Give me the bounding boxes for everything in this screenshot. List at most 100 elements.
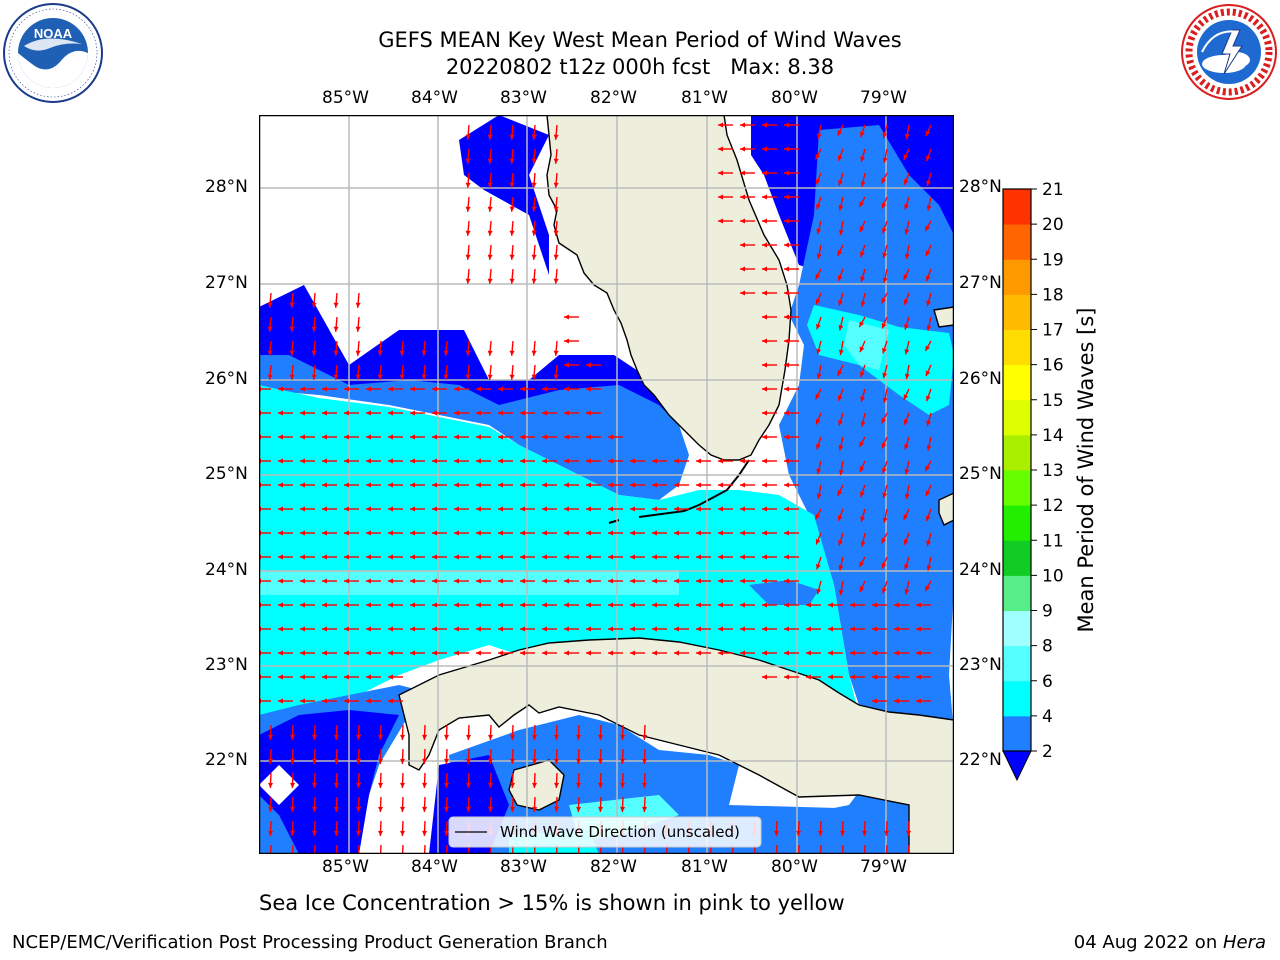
wave-arrow-head	[465, 206, 471, 212]
wave-arrow-head	[925, 585, 931, 592]
wave-arrow-head	[388, 434, 393, 440]
wave-arrow-head	[487, 206, 493, 212]
wave-arrow-head	[454, 458, 459, 464]
wave-arrow-head	[334, 830, 340, 836]
wave-arrow-head	[509, 350, 515, 356]
wave-arrow-head	[740, 122, 745, 128]
lon-label-top: 79°W	[860, 88, 907, 108]
wave-arrow-head	[300, 506, 305, 512]
wave-arrow-head	[410, 458, 415, 464]
wave-arrow-head	[520, 650, 525, 656]
wave-arrow-head	[278, 602, 283, 608]
wave-arrow-head	[388, 530, 393, 536]
wave-arrow-head	[784, 434, 789, 440]
wave-arrow-head	[859, 226, 865, 233]
colorbar-band	[1003, 575, 1031, 611]
wave-arrow-head	[520, 458, 525, 464]
wave-arrow-head	[564, 602, 569, 608]
wave-arrow-head	[740, 650, 745, 656]
wave-arrow-head	[894, 698, 899, 704]
wave-arrow-head	[762, 434, 767, 440]
map-frame	[259, 115, 954, 854]
wave-arrow-head	[322, 386, 327, 392]
wave-arrow-head	[740, 146, 745, 152]
wave-arrow-head	[815, 178, 821, 185]
colorbar-band	[1003, 399, 1031, 436]
wave-arrow-head	[388, 698, 393, 704]
wave-arrow-head	[740, 170, 745, 176]
wave-arrow-head	[378, 830, 384, 836]
wave-arrow-head	[564, 362, 569, 368]
wave-arrow-head	[881, 177, 887, 184]
wave-arrow-head	[674, 482, 679, 488]
wave-arrow-head	[762, 530, 767, 536]
wave-arrow-head	[903, 179, 909, 185]
wave-arrow-head	[410, 410, 415, 416]
wave-arrow-head	[278, 554, 283, 560]
wave-arrow-head	[554, 782, 560, 788]
wave-arrow-head	[278, 458, 283, 464]
wave-arrow-head	[828, 602, 833, 608]
wave-arrow-head	[762, 602, 767, 608]
wave-arrow-head	[882, 252, 888, 259]
wave-arrow-head	[509, 158, 515, 164]
wave-arrow-head	[311, 302, 317, 308]
wave-arrow-head	[322, 482, 327, 488]
lat-label-left: 26°N	[205, 369, 248, 389]
wave-arrow-head	[816, 468, 822, 475]
wave-arrow-head	[410, 602, 415, 608]
wave-arrow-head	[904, 373, 910, 380]
wave-arrow-head	[520, 434, 525, 440]
wave-arrow-head	[356, 830, 362, 836]
wave-arrow-head	[542, 554, 547, 560]
wave-arrow-head	[696, 602, 701, 608]
wave-arrow-head	[620, 806, 626, 812]
wave-arrow-head	[432, 602, 437, 608]
wave-arrow-head	[762, 362, 767, 368]
lon-label-bottom: 81°W	[681, 857, 728, 877]
wave-arrow-head	[674, 602, 679, 608]
wave-arrow-head	[388, 482, 393, 488]
wave-arrow-head	[652, 578, 657, 584]
wave-arrow-head	[784, 506, 789, 512]
wave-arrow-head	[642, 782, 648, 788]
wave-arrow-head	[498, 650, 503, 656]
wave-arrow-head	[608, 626, 613, 632]
lon-label-top: 84°W	[411, 88, 458, 108]
wave-arrow-head	[399, 350, 405, 356]
lat-label-left: 24°N	[205, 560, 248, 580]
wave-arrow-head	[466, 806, 472, 812]
lon-label-top: 82°W	[590, 88, 637, 108]
wave-arrow-head	[290, 758, 296, 764]
wave-arrow-head	[333, 326, 339, 332]
wave-arrow-head	[740, 242, 745, 248]
lat-label-left: 23°N	[205, 655, 248, 675]
footer-date: 04 Aug 2022 on Hera	[1074, 932, 1266, 953]
wave-arrow-head	[268, 806, 274, 812]
wave-arrow-head	[454, 554, 459, 560]
wave-arrow-head	[784, 626, 789, 632]
wave-arrow-head	[520, 506, 525, 512]
wave-arrow-head	[762, 482, 767, 488]
wave-arrow-head	[838, 540, 843, 546]
wave-arrow-head	[311, 350, 317, 356]
lon-label-bottom: 82°W	[590, 857, 637, 877]
wave-arrow-head	[476, 458, 481, 464]
wave-arrow-head	[652, 530, 657, 536]
wave-arrow-head	[378, 782, 384, 788]
wave-arrow-head	[784, 602, 789, 608]
wave-arrow-head	[837, 395, 843, 401]
wave-arrow-head	[498, 434, 503, 440]
wave-arrow	[401, 844, 404, 854]
wave-arrow-head	[465, 374, 471, 380]
wave-arrow-head	[388, 602, 393, 608]
wave-arrow-head	[860, 301, 866, 307]
wave-arrow-head	[532, 782, 538, 788]
wave-arrow-head	[925, 490, 931, 497]
wave-arrow-head	[454, 482, 459, 488]
wave-arrow	[885, 844, 888, 854]
wave-arrow-head	[278, 578, 283, 584]
wave-arrow-head	[344, 530, 349, 536]
wave-arrow-head	[784, 146, 789, 152]
wave-arrow-head	[882, 517, 888, 523]
